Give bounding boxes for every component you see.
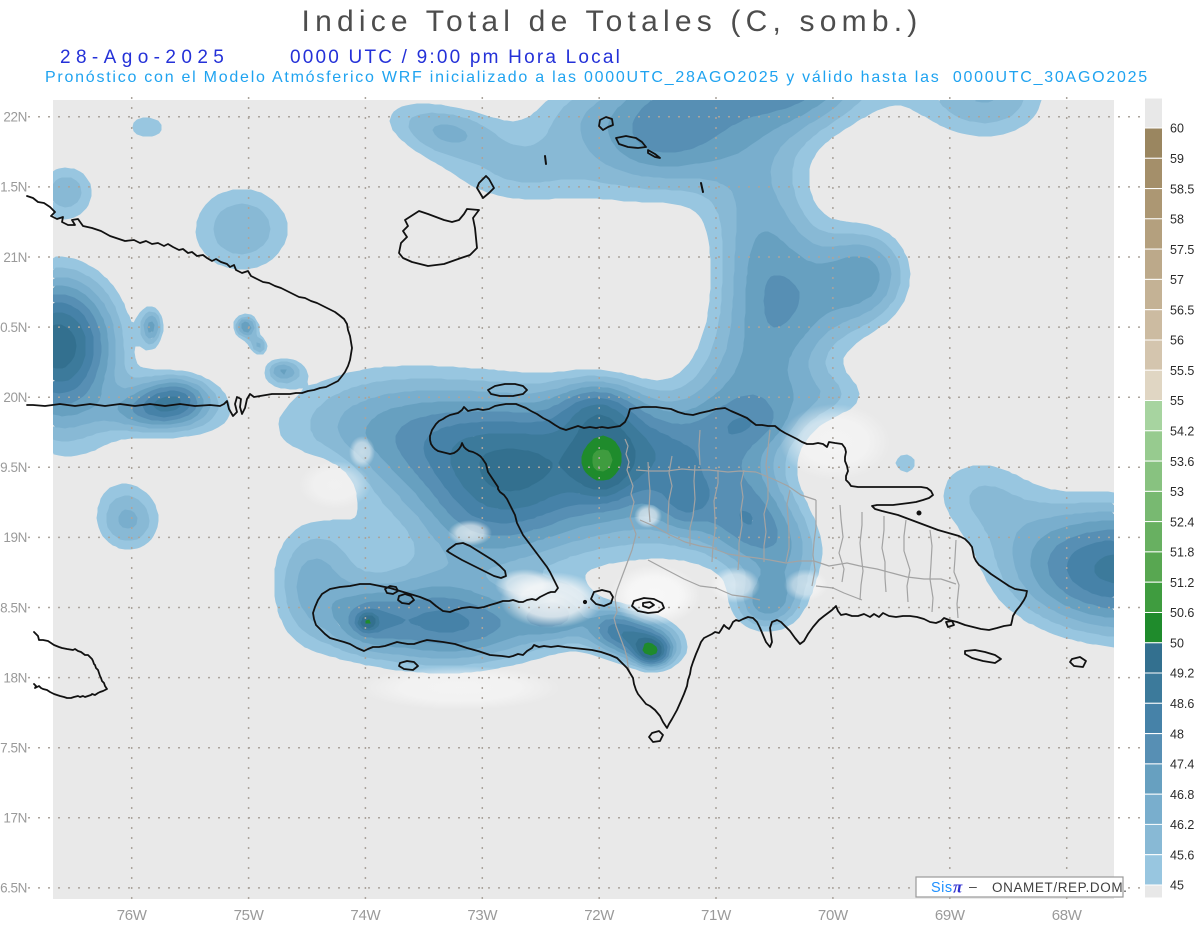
svg-text:28-Ago-2025: 28-Ago-2025 [60, 47, 229, 68]
svg-text:ONAMET/REP.DOM.: ONAMET/REP.DOM. [992, 880, 1128, 895]
svg-text:45: 45 [1170, 879, 1184, 893]
svg-text:19N: 19N [3, 530, 27, 545]
svg-text:55: 55 [1170, 394, 1184, 408]
svg-text:49.2: 49.2 [1170, 667, 1194, 681]
svg-text:18N: 18N [3, 670, 27, 685]
svg-text:54.2: 54.2 [1170, 425, 1194, 439]
svg-text:51.2: 51.2 [1170, 576, 1194, 590]
svg-text:75W: 75W [234, 907, 265, 924]
svg-text:0.5N: 0.5N [0, 320, 27, 335]
svg-text:76W: 76W [117, 907, 148, 924]
svg-text:21N: 21N [3, 250, 27, 265]
svg-text:Pronóstico con el Modelo Atmós: Pronóstico con el Modelo Atmósferico WRF… [45, 69, 1149, 86]
svg-text:70W: 70W [818, 907, 849, 924]
svg-text:π: π [953, 878, 963, 897]
svg-text:58.5: 58.5 [1170, 182, 1194, 196]
svg-text:69W: 69W [935, 907, 966, 924]
svg-text:Sis: Sis [931, 880, 953, 896]
svg-text:22N: 22N [3, 110, 27, 125]
svg-text:7.5N: 7.5N [0, 741, 27, 756]
svg-text:50.6: 50.6 [1170, 606, 1194, 620]
svg-text:20N: 20N [3, 390, 27, 405]
svg-text:9.5N: 9.5N [0, 460, 27, 475]
svg-text:58: 58 [1170, 213, 1184, 227]
svg-text:48: 48 [1170, 727, 1184, 741]
svg-text:8.5N: 8.5N [0, 600, 27, 615]
svg-text:74W: 74W [350, 907, 381, 924]
svg-text:56: 56 [1170, 334, 1184, 348]
svg-text:57: 57 [1170, 273, 1184, 287]
svg-text:55.5: 55.5 [1170, 364, 1194, 378]
svg-text:59: 59 [1170, 152, 1184, 166]
svg-text:60: 60 [1170, 122, 1184, 136]
svg-text:46.2: 46.2 [1170, 818, 1194, 832]
svg-text:57.5: 57.5 [1170, 243, 1194, 257]
svg-text:48.6: 48.6 [1170, 697, 1194, 711]
svg-text:1.5N: 1.5N [0, 180, 27, 195]
svg-text:51.8: 51.8 [1170, 546, 1194, 560]
svg-text:17N: 17N [3, 811, 27, 826]
svg-text:47.4: 47.4 [1170, 758, 1194, 772]
svg-text:53: 53 [1170, 485, 1184, 499]
svg-text:–: – [969, 878, 977, 894]
svg-text:45.6: 45.6 [1170, 848, 1194, 862]
svg-text:71W: 71W [701, 907, 732, 924]
svg-text:50: 50 [1170, 637, 1184, 651]
svg-text:52.4: 52.4 [1170, 515, 1194, 529]
svg-text:0000 UTC / 9:00 pm Hora Local: 0000 UTC / 9:00 pm Hora Local [290, 47, 622, 68]
svg-text:46.8: 46.8 [1170, 788, 1194, 802]
svg-text:72W: 72W [584, 907, 615, 924]
svg-text:73W: 73W [467, 907, 498, 924]
svg-text:56.5: 56.5 [1170, 303, 1194, 317]
svg-text:68W: 68W [1052, 907, 1083, 924]
svg-text:53.6: 53.6 [1170, 455, 1194, 469]
svg-text:6.5N: 6.5N [0, 881, 27, 896]
svg-text:Indice Total de Totales (C, so: Indice Total de Totales (C, somb.) [302, 5, 923, 38]
